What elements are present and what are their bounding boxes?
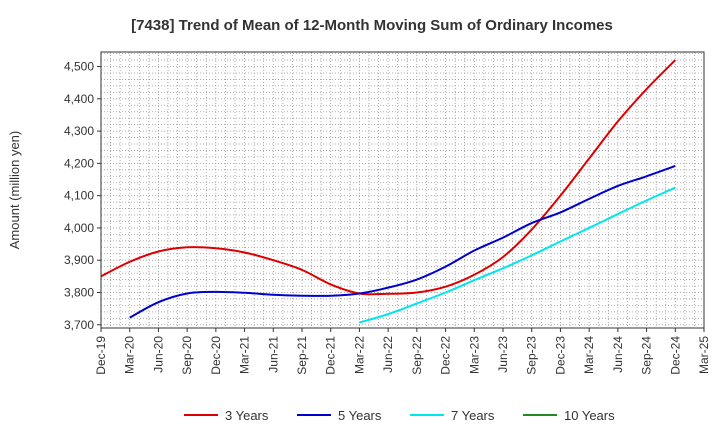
x-tick-label: Dec-24 bbox=[668, 336, 682, 375]
x-tick-label: Sep-21 bbox=[295, 336, 309, 375]
series-line-5-years bbox=[129, 165, 676, 319]
x-tick-label: Dec-20 bbox=[209, 336, 223, 375]
x-tick-label: Mar-23 bbox=[467, 336, 481, 374]
x-tick-label: Sep-23 bbox=[525, 336, 539, 375]
y-tick-label: 4,300 bbox=[64, 124, 94, 138]
x-tick-label: Mar-22 bbox=[352, 336, 366, 374]
x-tick-label: Jun-21 bbox=[266, 336, 280, 373]
y-tick-label: 3,700 bbox=[64, 318, 94, 332]
y-tick-label: 3,800 bbox=[64, 285, 94, 299]
x-tick-label: Sep-20 bbox=[180, 336, 194, 375]
legend-label-10-years: 10 Years bbox=[564, 408, 615, 423]
x-tick-label: Dec-21 bbox=[324, 336, 338, 375]
legend-label-3-years: 3 Years bbox=[225, 408, 269, 423]
legend-label-7-years: 7 Years bbox=[451, 408, 495, 423]
y-axis-label: Amount (million yen) bbox=[7, 131, 22, 250]
x-tick-label: Sep-24 bbox=[640, 336, 654, 375]
y-tick-label: 4,100 bbox=[64, 189, 94, 203]
y-tick-label: 3,900 bbox=[64, 253, 94, 267]
x-tick-label: Dec-19 bbox=[94, 336, 108, 375]
plot-frame bbox=[100, 51, 705, 329]
x-tick-label: Mar-21 bbox=[238, 336, 252, 374]
x-tick-label: Dec-23 bbox=[553, 336, 567, 375]
y-tick-label: 4,400 bbox=[64, 92, 94, 106]
x-tick-label: Jun-22 bbox=[381, 336, 395, 373]
series-layer bbox=[100, 59, 677, 324]
y-tick-label: 4,200 bbox=[64, 156, 94, 170]
legend: 3 Years 5 Years 7 Years 10 Years bbox=[184, 408, 615, 423]
x-tick-label: Jun-23 bbox=[496, 336, 510, 373]
series-line-7-years bbox=[359, 186, 676, 324]
legend-label-5-years: 5 Years bbox=[338, 408, 382, 423]
y-axis: 3,700 3,800 3,900 4,000 4,100 4,200 4,300 4,400… bbox=[64, 60, 101, 332]
grid bbox=[101, 52, 704, 328]
y-tick-label: 4,500 bbox=[64, 60, 94, 74]
series-line-3-years bbox=[100, 59, 677, 296]
x-tick-label: Mar-20 bbox=[123, 336, 137, 374]
chart-title: [7438] Trend of Mean of 12-Month Moving … bbox=[131, 17, 613, 34]
y-tick-label: 4,000 bbox=[64, 221, 94, 235]
x-tick-label: Sep-22 bbox=[410, 336, 424, 375]
x-tick-label: Dec-22 bbox=[439, 336, 453, 375]
x-tick-label: Mar-24 bbox=[582, 336, 596, 374]
x-axis: Dec-19 Mar-20 Jun-20 Sep-20 Dec-20 Mar-21 Jun-… bbox=[94, 328, 711, 375]
x-tick-label: Jun-24 bbox=[611, 336, 625, 373]
x-tick-label: Mar-25 bbox=[697, 336, 711, 374]
x-tick-label: Jun-20 bbox=[151, 336, 165, 373]
